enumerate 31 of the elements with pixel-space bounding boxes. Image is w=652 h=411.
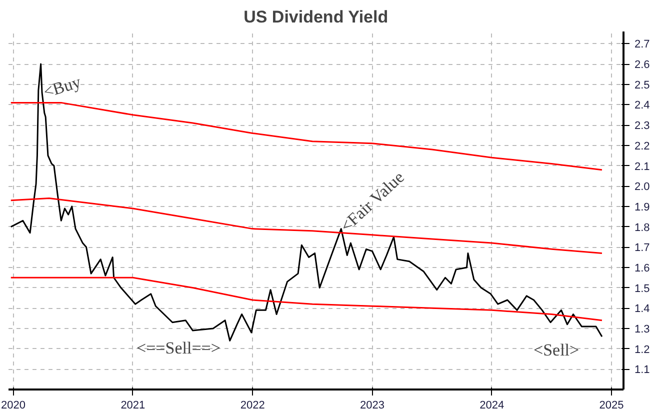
- y-tick-label: 2.4: [634, 100, 650, 112]
- x-tick-label: 2022: [240, 400, 265, 411]
- y-tick-label: 2.6: [634, 59, 650, 72]
- x-tick-label: 2020: [1, 400, 26, 411]
- x-tick-label: 2025: [599, 400, 624, 411]
- y-tick-label: 2.3: [634, 120, 650, 132]
- y-tick-label: 2.7: [634, 38, 650, 51]
- line-series: [10, 102, 603, 171]
- line-series: [10, 276, 603, 322]
- y-tick-label: 2.2: [634, 140, 650, 152]
- y-tick-label: 1.3: [634, 323, 650, 336]
- annotation: <Fair Value: [336, 168, 408, 236]
- y-tick-label: 1.5: [634, 282, 650, 295]
- y-tick-label: 1.9: [634, 201, 650, 214]
- x-tick-label: 2024: [480, 400, 504, 411]
- line-series: [10, 63, 603, 342]
- x-tick-label: 2021: [120, 400, 146, 411]
- y-tick-label: 1.4: [634, 303, 650, 316]
- annotation: <==Sell==>: [136, 338, 220, 358]
- annotation: <Buy: [41, 72, 84, 102]
- y-tick-label: 2.0: [634, 181, 650, 194]
- x-tick-label: 2023: [360, 400, 384, 411]
- y-tick-label: 1.2: [634, 344, 650, 356]
- y-tick-label: 1.8: [634, 222, 650, 234]
- y-tick-label: 1.7: [634, 242, 650, 254]
- y-tick-label: 1.6: [634, 262, 650, 274]
- y-tick-label: 2.5: [634, 79, 650, 92]
- y-tick-label: 1.1: [634, 364, 650, 376]
- annotation: <Sell>: [534, 340, 580, 360]
- y-tick-label: 2.1: [634, 160, 650, 173]
- chart-title: US Dividend Yield: [244, 8, 388, 26]
